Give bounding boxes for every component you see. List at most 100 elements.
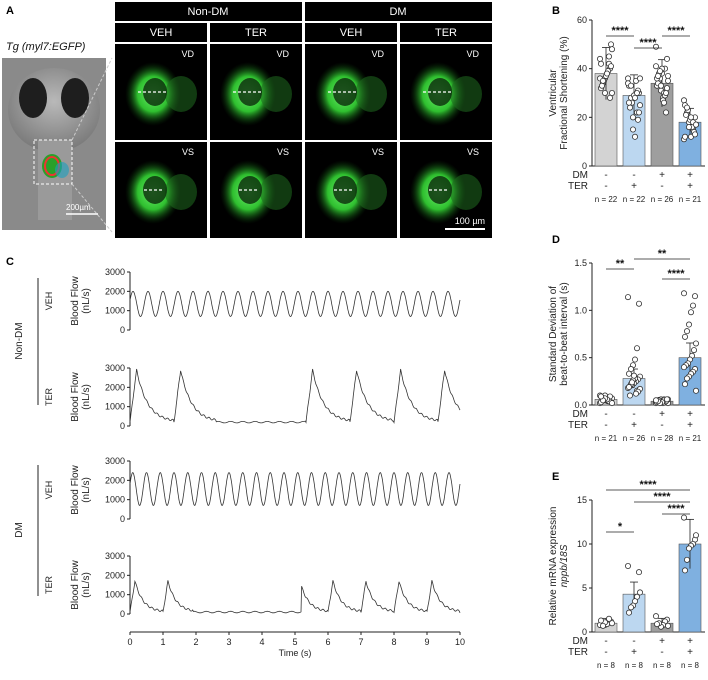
data-point	[604, 70, 611, 77]
y-tick-label: 10	[577, 539, 587, 549]
data-point	[609, 400, 616, 407]
data-point	[684, 375, 691, 382]
data-point	[607, 94, 614, 101]
data-point	[634, 345, 641, 352]
data-point	[684, 328, 691, 335]
data-point	[636, 300, 643, 307]
data-point	[653, 397, 660, 404]
data-point	[628, 82, 635, 89]
y-axis-label: (nL/s)	[81, 477, 92, 503]
data-point	[688, 309, 695, 316]
data-point	[597, 55, 604, 62]
dm-sign: +	[687, 636, 693, 647]
ter-sign: +	[687, 420, 693, 431]
sig-stars: ****	[639, 37, 657, 49]
data-point	[637, 589, 644, 596]
y-tick-label: 2000	[105, 382, 125, 392]
x-tick-label: 5	[292, 637, 297, 647]
data-point	[688, 114, 695, 121]
n-count: n = 22	[595, 195, 618, 204]
sig-stars: *	[618, 521, 623, 533]
data-point	[663, 90, 670, 97]
ter-sign: +	[631, 420, 637, 431]
fish-image	[2, 57, 113, 233]
y-tick-label: 60	[577, 15, 587, 25]
data-point	[627, 392, 634, 399]
data-point	[665, 622, 672, 629]
col-header-3-text: VEH	[340, 27, 363, 39]
data-point	[625, 294, 632, 301]
col-header-2-text: TER	[245, 27, 267, 39]
ter-sign: -	[604, 420, 607, 431]
data-point	[626, 370, 633, 377]
sig-stars: ****	[611, 25, 629, 37]
data-point	[684, 104, 691, 111]
y-tick-label: 0	[582, 161, 587, 171]
ter-sign: -	[604, 181, 607, 192]
row-label-dm: DM	[572, 170, 588, 181]
data-point	[625, 563, 632, 570]
y-axis-label: Standard Deviation of	[548, 286, 559, 382]
data-point	[608, 41, 615, 48]
data-point	[606, 53, 613, 60]
data-point	[598, 393, 605, 400]
panel-label-b: B	[552, 5, 560, 17]
n-count: n = 21	[679, 195, 702, 204]
data-point	[664, 396, 671, 403]
y-axis-label: (nL/s)	[81, 572, 92, 598]
y-tick-label: 2000	[105, 286, 125, 296]
x-tick-label: 2	[193, 637, 198, 647]
data-point	[653, 613, 660, 620]
flow-trace-line	[129, 579, 461, 614]
x-tick-label: 1	[160, 637, 165, 647]
y-tick-label: 15	[577, 495, 587, 505]
tag-vd-2: VD	[276, 49, 289, 59]
data-point	[665, 77, 672, 84]
x-tick-label: 8	[391, 637, 396, 647]
data-point	[627, 104, 634, 111]
sig-stars: **	[616, 258, 625, 270]
col-header-3	[305, 23, 397, 42]
y-tick-label: 0	[120, 514, 125, 524]
tag-vs-2: VS	[277, 147, 289, 157]
atrium-gfp	[450, 174, 482, 210]
sig-stars: ****	[667, 25, 685, 37]
y-axis-label: Ventricular	[548, 69, 559, 117]
dm-sign: -	[632, 636, 635, 647]
data-point	[626, 609, 633, 616]
row-label-ter: TER	[568, 420, 588, 431]
y-tick-label: 5	[582, 583, 587, 593]
group-header-dm	[305, 2, 492, 21]
tag-vd-3: VD	[371, 49, 384, 59]
y-axis-label: (nL/s)	[81, 288, 92, 314]
data-point	[681, 290, 688, 297]
x-tick-label: 7	[358, 637, 363, 647]
dm-sign: +	[659, 170, 665, 181]
y-axis-label: beat-to-beat interval (s)	[559, 282, 570, 385]
y-tick-label: 1000	[105, 495, 125, 505]
data-point	[682, 567, 689, 574]
data-point	[608, 63, 615, 70]
data-point	[664, 85, 671, 92]
y-tick-label: 1000	[105, 306, 125, 316]
data-point	[633, 390, 640, 397]
trace-3: 0 1000 2000 3000 Blood Flow (nL/s) VEH	[44, 456, 461, 524]
data-point	[609, 46, 616, 53]
panel-label-a: A	[6, 5, 14, 17]
dm-sign: -	[604, 170, 607, 181]
data-point	[693, 121, 700, 128]
atrium-gfp	[450, 76, 482, 112]
data-point	[630, 114, 637, 121]
trace-4: 0 1000 2000 3000 Blood Flow (nL/s) TER	[44, 551, 461, 619]
x-tick-label: 9	[424, 637, 429, 647]
panel_b-chart: 0 20 40 60 Ventricular Fractional Shortening …	[548, 15, 705, 204]
atrium-gfp	[165, 174, 197, 210]
y-axis-label: (nL/s)	[81, 384, 92, 410]
data-point	[661, 99, 668, 106]
col-header-4-text: TER	[435, 27, 457, 39]
y-tick-label: 2000	[105, 570, 125, 580]
data-point	[636, 569, 643, 576]
data-point	[686, 124, 693, 131]
ter-sign: -	[660, 647, 663, 658]
